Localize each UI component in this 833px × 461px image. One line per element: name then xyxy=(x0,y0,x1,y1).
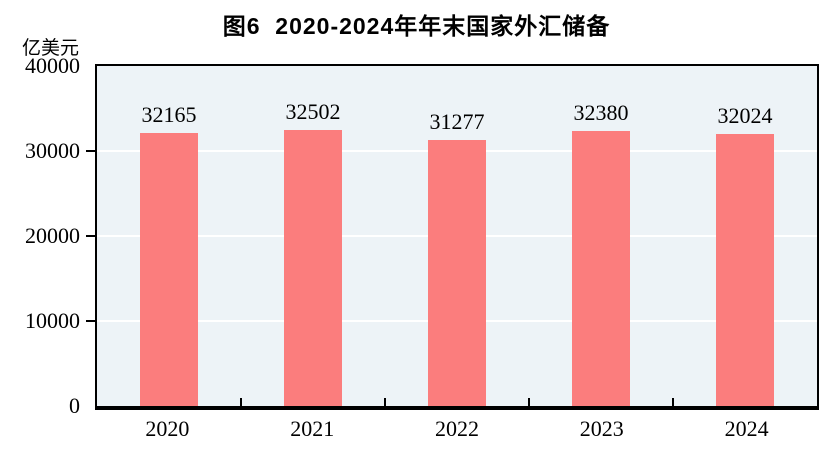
y-axis-tick xyxy=(86,150,95,152)
plot-area: 32165 32502 31277 32380 32024 xyxy=(86,64,819,410)
y-tick-label: 40000 xyxy=(25,53,80,78)
y-axis-unit-label: 亿美元 xyxy=(22,38,80,59)
y-axis: 0 10000 20000 30000 40000 xyxy=(0,55,87,417)
y-tick-label: 20000 xyxy=(25,223,80,248)
y-axis-tick xyxy=(86,235,95,237)
bar-2024 xyxy=(716,133,774,406)
y-tick-label: 10000 xyxy=(25,308,80,333)
bar-value-label: 32024 xyxy=(717,102,773,128)
x-axis-tick xyxy=(672,398,674,406)
bar-2020 xyxy=(140,132,198,406)
x-tick-label: 2024 xyxy=(724,416,769,441)
x-tick-label: 2023 xyxy=(579,416,624,441)
x-tick-label: 2022 xyxy=(434,416,479,441)
x-tick-label: 2021 xyxy=(290,416,335,441)
bar-2022 xyxy=(428,140,486,406)
x-tick-label: 2020 xyxy=(145,416,190,441)
y-axis-tick xyxy=(86,320,95,322)
bar-2023 xyxy=(572,130,630,406)
bar-value-label: 32380 xyxy=(573,99,629,125)
bar-2021 xyxy=(284,129,342,406)
bar-value-label: 31277 xyxy=(429,109,485,135)
plot-area-inner: 32165 32502 31277 32380 32024 xyxy=(86,66,817,406)
x-axis-tick xyxy=(384,398,386,406)
x-axis-tick xyxy=(528,398,530,406)
y-tick-label: 0 xyxy=(69,393,80,418)
chart-title: 图6 2020-2024年年末国家外汇储备 xyxy=(222,13,611,39)
bar-value-label: 32502 xyxy=(285,98,341,124)
bar-value-label: 32165 xyxy=(141,101,197,127)
x-axis-tick xyxy=(240,398,242,406)
x-axis: 2020 2021 2022 2023 2024 xyxy=(95,416,819,446)
y-tick-label: 30000 xyxy=(25,138,80,163)
